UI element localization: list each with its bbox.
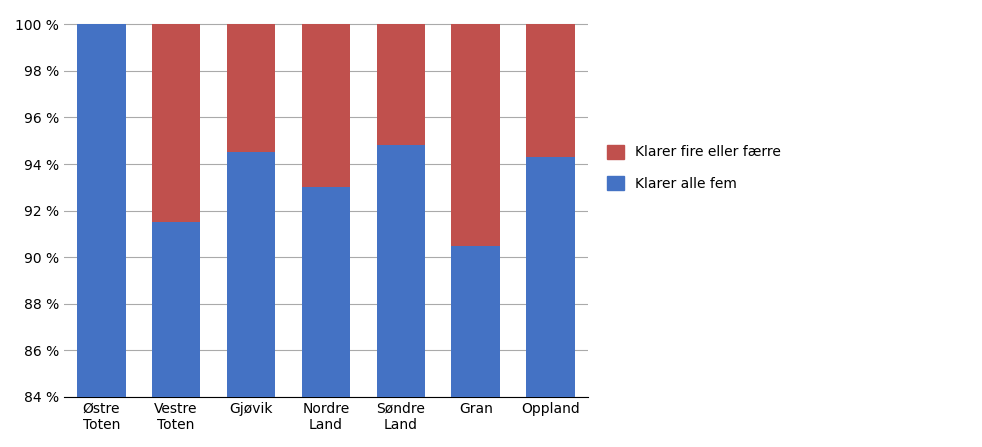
Bar (152, 24, 200, 222)
Bar (526, 24, 575, 157)
Bar (152, 222, 200, 397)
Bar (301, 24, 351, 187)
Bar (376, 145, 425, 397)
Bar (77, 24, 126, 397)
Bar (227, 24, 275, 152)
Bar (452, 245, 500, 397)
Legend: Klarer fire eller færre, Klarer alle fem: Klarer fire eller færre, Klarer alle fem (600, 138, 788, 198)
Bar (301, 187, 351, 397)
Bar (227, 152, 275, 397)
Bar (452, 24, 500, 245)
Bar (376, 24, 425, 145)
Bar (526, 157, 575, 397)
